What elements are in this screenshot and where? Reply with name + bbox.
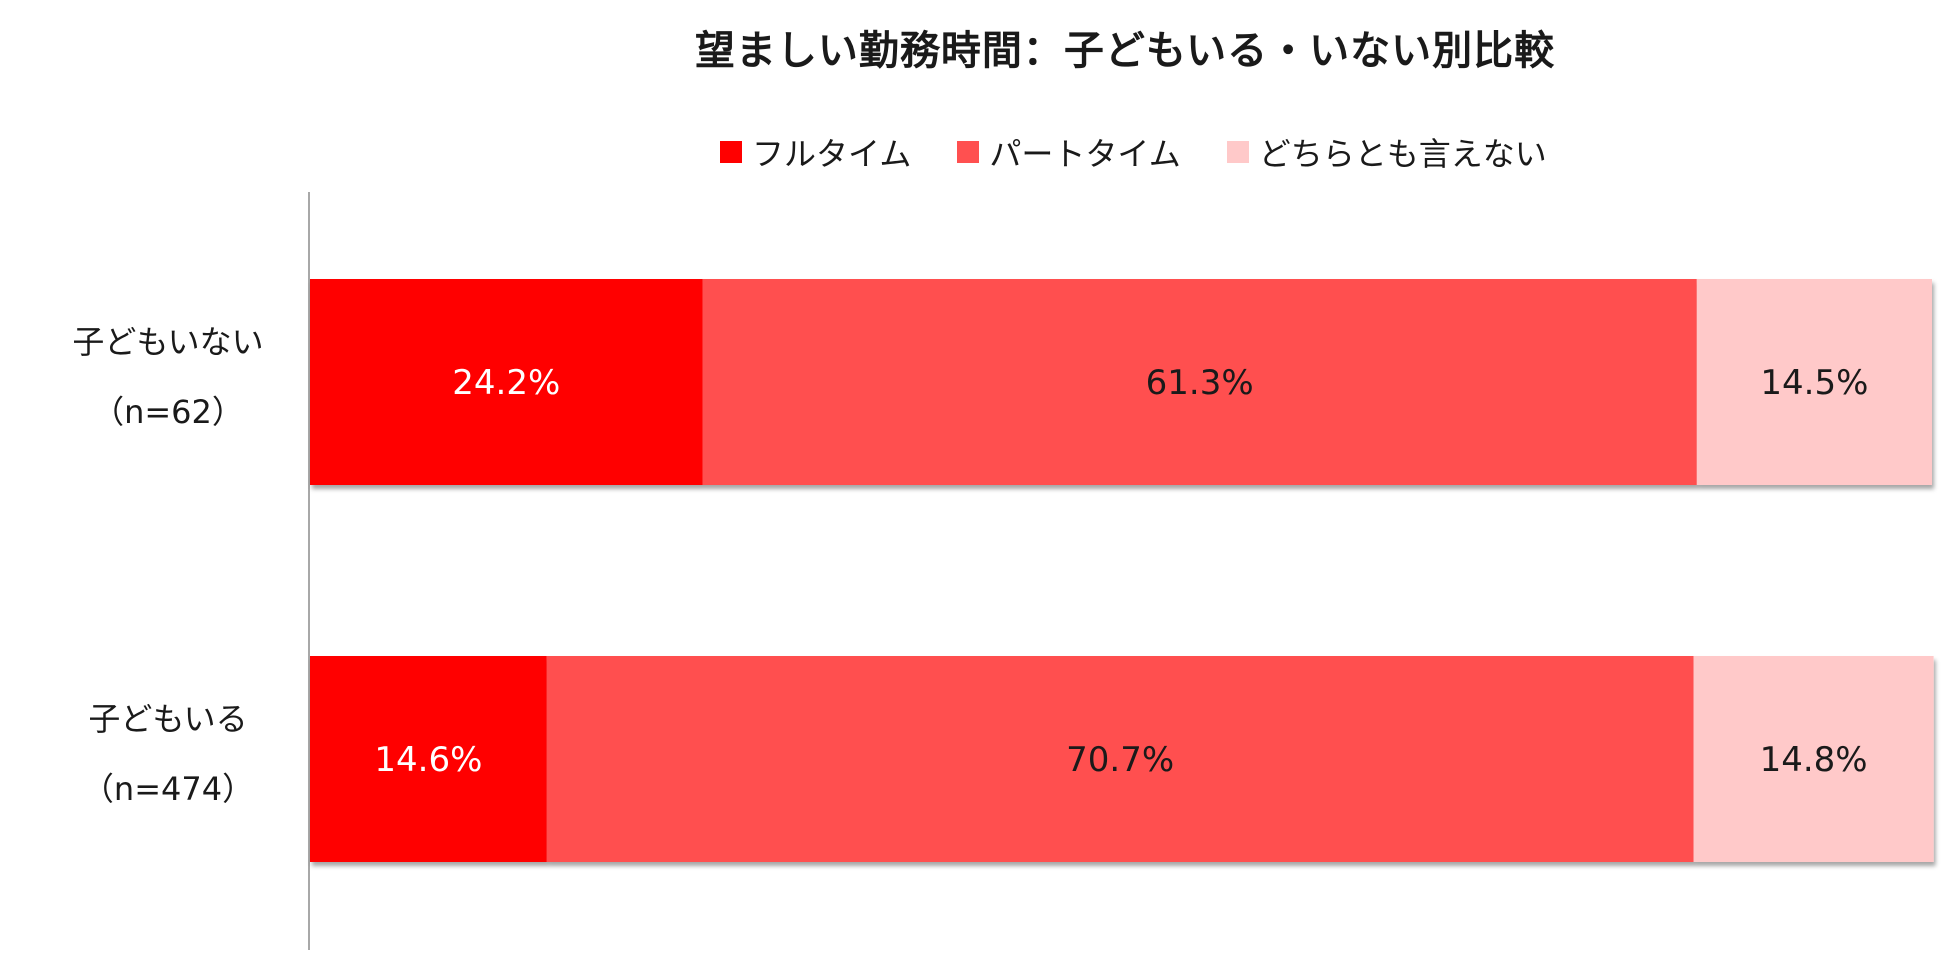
legend-label-2: どちらとも言えない: [1258, 135, 1547, 173]
legend-label-1: パートタイム: [989, 135, 1181, 173]
legend-item-2: どちらとも言えない: [1226, 129, 1547, 175]
bar-segment-1-2: [1693, 656, 1934, 862]
legend-label-0: フルタイム: [752, 135, 912, 173]
legend-item-0: フルタイム: [720, 129, 911, 175]
data-label-1-2: 14.8%: [1760, 740, 1868, 780]
bar-segment-0-2: [1696, 279, 1932, 485]
category-label-0: 子どもいない: [72, 323, 263, 361]
category-label-1: 子どもいる: [88, 700, 247, 738]
bar-segment-1-0: [310, 656, 547, 862]
bar-segment-0-0: [310, 279, 703, 485]
data-label-1-0: 14.6%: [374, 740, 482, 780]
legend: フルタイム パートタイム どちらとも言えない: [720, 130, 1593, 174]
data-label-0-2: 14.5%: [1760, 363, 1868, 403]
category-labels: 子どもいない （n=62） 子どもいる （n=474）: [72, 323, 263, 808]
bar-row-0: [310, 279, 1932, 485]
bar-segment-1-1: [546, 656, 1694, 862]
legend-item-1: パートタイム: [957, 129, 1181, 175]
category-n-label-0: （n=62）: [92, 393, 244, 431]
bars-group: 24.2% 61.3% 14.5% 14.6% 70.7% 14.8%: [310, 279, 1934, 862]
legend-swatch-2: [1226, 141, 1249, 163]
bar-row-1: [310, 656, 1934, 862]
bar-segment-0-1: [702, 279, 1697, 485]
chart-title: 望ましい勤務時間：子どもいる・いない別比較: [694, 28, 1556, 74]
legend-swatch-1: [957, 141, 980, 163]
category-n-label-1: （n=474）: [82, 770, 254, 808]
data-label-0-1: 61.3%: [1146, 363, 1254, 403]
data-label-1-1: 70.7%: [1066, 740, 1174, 780]
legend-swatch-0: [720, 141, 742, 163]
data-label-0-0: 24.2%: [452, 363, 560, 403]
